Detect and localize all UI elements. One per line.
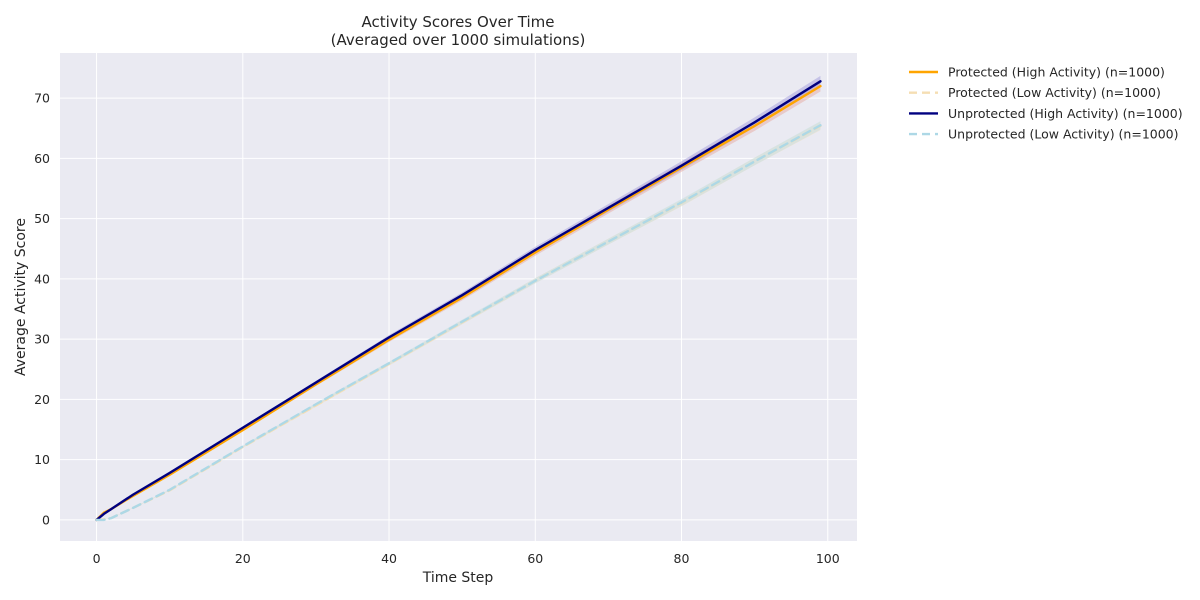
x-tick-label: 100 — [816, 551, 840, 566]
y-tick-label: 30 — [34, 332, 50, 347]
chart-title: Activity Scores Over Time — [361, 13, 554, 31]
series-band-1 — [96, 121, 821, 520]
y-tick-label: 0 — [42, 512, 50, 527]
x-tick-label: 20 — [235, 551, 251, 566]
chart-subtitle: (Averaged over 1000 simulations) — [331, 31, 586, 49]
x-tick-label: 60 — [527, 551, 543, 566]
series-line-2 — [95, 80, 822, 522]
legend-label-3: Unprotected (Low Activity) (n=1000) — [948, 127, 1179, 142]
y-axis-label: Average Activity Score — [13, 218, 29, 376]
legend: Protected (High Activity) (n=1000) Protec… — [909, 65, 1183, 142]
y-tick-label: 10 — [34, 452, 50, 467]
legend-label-1: Protected (Low Activity) (n=1000) — [948, 85, 1161, 100]
x-tick-label: 0 — [93, 551, 101, 566]
x-axis-ticks: 0 20 40 60 80 100 — [93, 551, 840, 566]
x-axis-label: Time Step — [422, 570, 494, 586]
y-axis-ticks: 0 10 20 30 40 50 60 70 — [34, 91, 50, 528]
x-tick-label: 80 — [674, 551, 690, 566]
x-tick-label: 40 — [381, 551, 397, 566]
y-tick-label: 50 — [34, 211, 50, 226]
legend-label-2: Unprotected (High Activity) (n=1000) — [948, 106, 1183, 121]
y-tick-label: 60 — [34, 151, 50, 166]
y-tick-label: 70 — [34, 91, 50, 106]
y-tick-label: 20 — [34, 392, 50, 407]
legend-label-0: Protected (High Activity) (n=1000) — [948, 65, 1165, 80]
y-tick-label: 40 — [34, 271, 50, 286]
series-line-3 — [95, 124, 822, 522]
series-lines — [95, 80, 822, 522]
